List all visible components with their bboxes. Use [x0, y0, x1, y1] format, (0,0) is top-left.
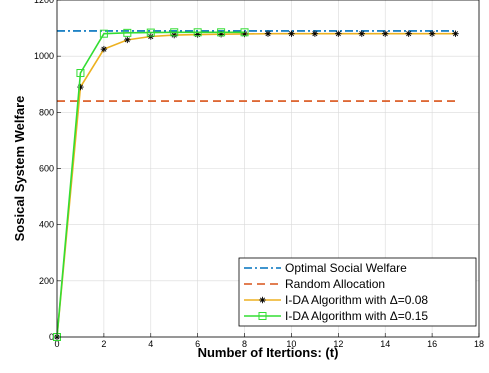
- square-marker: [193, 28, 202, 37]
- legend: Optimal Social Welfare Random Allocation I…: [238, 257, 477, 327]
- asterisk-stroke: [171, 32, 177, 38]
- x-tick-label: 14: [380, 339, 390, 349]
- series-line: [56, 32, 456, 338]
- legend-box: [238, 257, 477, 327]
- asterisk-stroke: [429, 31, 435, 37]
- asterisk-stroke: [406, 31, 412, 37]
- asterisk-stroke: [124, 37, 130, 43]
- plot-frame: [56, 0, 480, 338]
- asterisk-stroke: [359, 31, 365, 37]
- legend-label: I-DA Algorithm with Δ=0.15: [285, 309, 428, 323]
- asterisk-stroke: [335, 31, 341, 37]
- x-tick-label: 4: [148, 339, 153, 349]
- legend-item: Optimal Social Welfare: [244, 261, 407, 275]
- asterisk-stroke: [101, 46, 107, 52]
- square-marker: [99, 29, 108, 38]
- x-tick-label: 10: [286, 339, 296, 349]
- x-axis-ticks: 0 2 4 6 8 10 12 14 16 18: [54, 333, 484, 349]
- series-4: [53, 28, 249, 341]
- asterisk-stroke: [259, 297, 266, 303]
- legend-label: Optimal Social Welfare: [285, 261, 407, 275]
- asterisk-stroke: [288, 31, 295, 37]
- square-marker: [76, 69, 85, 78]
- y-tick-label: 800: [39, 107, 54, 117]
- legend-label: I-DA Algorithm with Δ=0.08: [285, 293, 428, 307]
- legend-item: I-DA Algorithm with Δ=0.08: [244, 293, 428, 307]
- square-marker: [258, 312, 267, 320]
- series-layer: [53, 28, 459, 341]
- y-tick-label: 600: [39, 164, 54, 174]
- y-tick-label: 400: [39, 220, 54, 230]
- square-marker: [217, 28, 226, 37]
- square-marker: [146, 28, 155, 37]
- legend-item: Random Allocation: [244, 277, 385, 291]
- square-marker: [123, 28, 132, 37]
- x-axis-label: Number of Itertions: (t): [198, 345, 339, 360]
- y-axis-ticks: 0 200 400 600 800 1000 1200: [34, 0, 61, 342]
- x-tick-label: 8: [242, 339, 247, 349]
- x-tick-label: 16: [427, 339, 437, 349]
- legend-label: Random Allocation: [285, 277, 385, 291]
- asterisk-stroke: [312, 31, 318, 37]
- y-axis-label: Sosical System Welfare: [12, 96, 27, 242]
- y-tick-label: 200: [39, 276, 54, 286]
- x-tick-label: 2: [101, 339, 106, 349]
- asterisk-stroke: [265, 31, 271, 37]
- legend-item: I-DA Algorithm with Δ=0.15: [244, 309, 428, 323]
- square-marker: [240, 28, 249, 37]
- x-tick-label: 6: [195, 339, 200, 349]
- x-tick-label: 18: [474, 339, 484, 349]
- asterisk-stroke: [452, 31, 459, 37]
- y-tick-label: 0: [49, 332, 54, 342]
- y-tick-label: 1000: [34, 51, 54, 61]
- asterisk-stroke: [382, 31, 388, 37]
- square-marker: [170, 28, 179, 37]
- x-tick-label: 0: [54, 339, 59, 349]
- x-tick-label: 12: [333, 339, 343, 349]
- y-tick-label: 1200: [34, 0, 54, 5]
- series-line: [56, 31, 245, 338]
